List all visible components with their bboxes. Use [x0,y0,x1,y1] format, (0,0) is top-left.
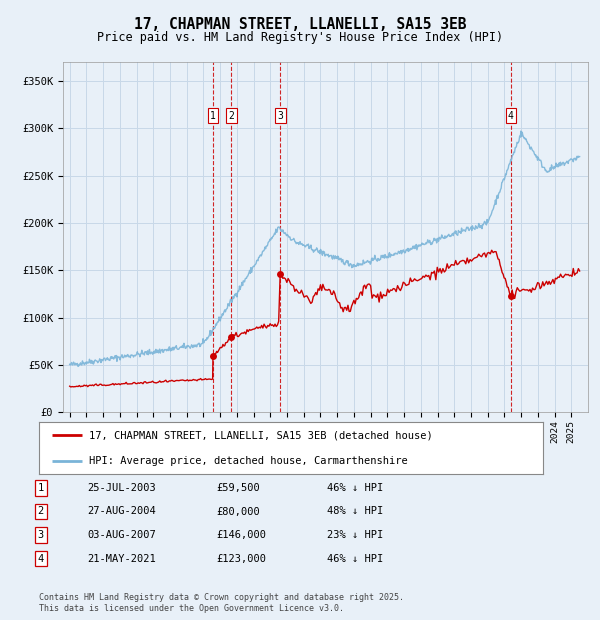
Text: 23% ↓ HPI: 23% ↓ HPI [327,530,383,540]
Text: 25-JUL-2003: 25-JUL-2003 [87,483,156,493]
Text: £80,000: £80,000 [216,507,260,516]
Text: 4: 4 [38,554,44,564]
Text: 2: 2 [228,111,234,121]
Text: 1: 1 [210,111,216,121]
Text: 21-MAY-2021: 21-MAY-2021 [87,554,156,564]
Text: 17, CHAPMAN STREET, LLANELLI, SA15 3EB: 17, CHAPMAN STREET, LLANELLI, SA15 3EB [134,17,466,32]
Text: 27-AUG-2004: 27-AUG-2004 [87,507,156,516]
Text: £59,500: £59,500 [216,483,260,493]
Text: 1: 1 [38,483,44,493]
Text: 4: 4 [508,111,514,121]
Text: 3: 3 [38,530,44,540]
Text: HPI: Average price, detached house, Carmarthenshire: HPI: Average price, detached house, Carm… [89,456,408,466]
Text: Price paid vs. HM Land Registry's House Price Index (HPI): Price paid vs. HM Land Registry's House … [97,31,503,44]
Text: 3: 3 [277,111,283,121]
Text: 46% ↓ HPI: 46% ↓ HPI [327,554,383,564]
Text: 03-AUG-2007: 03-AUG-2007 [87,530,156,540]
Text: Contains HM Land Registry data © Crown copyright and database right 2025.
This d: Contains HM Land Registry data © Crown c… [39,593,404,613]
Text: £123,000: £123,000 [216,554,266,564]
Text: £146,000: £146,000 [216,530,266,540]
Text: 2: 2 [38,507,44,516]
Text: 17, CHAPMAN STREET, LLANELLI, SA15 3EB (detached house): 17, CHAPMAN STREET, LLANELLI, SA15 3EB (… [89,430,433,440]
Text: 48% ↓ HPI: 48% ↓ HPI [327,507,383,516]
Text: 46% ↓ HPI: 46% ↓ HPI [327,483,383,493]
